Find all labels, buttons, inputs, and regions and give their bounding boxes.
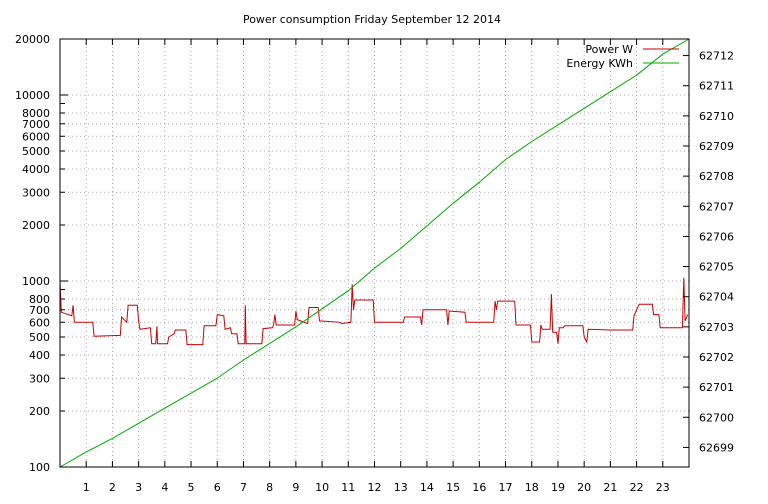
y-tick-label: 500 [29,331,50,344]
power-series-line [59,277,689,346]
y-tick-label: 6000 [22,130,50,143]
y2-tick-label: 62701 [699,381,734,394]
y2-tick-label: 62710 [699,110,734,123]
x-tick-label: 14 [420,481,434,494]
y-tick-label: 20000 [15,33,50,46]
y2-tick-label: 62703 [699,321,734,334]
x-tick-label: 11 [341,481,355,494]
x-tick-label: 3 [135,481,142,494]
y-tick-label: 300 [29,372,50,385]
x-tick-label: 7 [240,481,247,494]
x-tick-label: 1 [83,481,90,494]
y2-tick-label: 62699 [699,441,734,454]
energy-series-line [59,38,690,468]
y-tick-label: 5000 [22,145,50,158]
legend-label-energy: Energy KWh [566,57,633,70]
y2-tick-label: 62704 [699,291,734,304]
y-tick-label: 10000 [15,89,50,102]
legend: Power W Energy KWh [566,43,679,70]
y-tick-label: 400 [29,349,50,362]
x-tick-label: 19 [551,481,565,494]
y2-tick-label: 62711 [699,80,734,93]
y-tick-label: 3000 [22,186,50,199]
x-tick-label: 10 [315,481,329,494]
chart-title: Power consumption Friday September 12 20… [243,13,501,26]
y2-tick-label: 62702 [699,351,734,364]
y-tick-label: 600 [29,316,50,329]
x-tick-label: 18 [525,481,539,494]
x-tick-label: 12 [368,481,382,494]
y-tick-label: 8000 [22,107,50,120]
x-tick-label: 2 [109,481,116,494]
y2-tick-label: 62707 [699,200,734,213]
y2-tick-label: 62705 [699,261,734,274]
y2-tick-label: 62706 [699,230,734,243]
y2-tick-label: 62708 [699,170,734,183]
x-tick-label: 9 [292,481,299,494]
y-tick-label: 700 [29,304,50,317]
x-tick-label: 13 [394,481,408,494]
x-tick-label: 22 [630,481,644,494]
x-tick-label: 15 [446,481,460,494]
x-tick-label: 16 [472,481,486,494]
axis-ticks: 1 2 3 4 5 6 7 8 9 10 11 12 13 14 15 16 17 18 19 20 21 22 23100… [15,33,734,494]
x-tick-label: 6 [214,481,221,494]
y-tick-label: 7000 [22,118,50,131]
x-tick-label: 5 [188,481,195,494]
x-tick-label: 4 [161,481,168,494]
x-tick-label: 23 [656,481,670,494]
x-tick-label: 21 [603,481,617,494]
y-tick-label: 4000 [22,163,50,176]
y-tick-label: 800 [29,293,50,306]
x-tick-label: 20 [577,481,591,494]
y2-tick-label: 62709 [699,140,734,153]
y-tick-label: 2000 [22,219,50,232]
x-tick-label: 8 [266,481,273,494]
legend-label-power: Power W [585,43,633,56]
y-tick-label: 200 [29,405,50,418]
grid-lines [60,38,689,468]
y-tick-label: 100 [29,461,50,474]
y2-tick-label: 62712 [699,50,734,63]
x-tick-label: 17 [499,481,513,494]
y-tick-label: 1000 [22,275,50,288]
series-lines [59,38,690,468]
y2-tick-label: 62700 [699,411,734,424]
